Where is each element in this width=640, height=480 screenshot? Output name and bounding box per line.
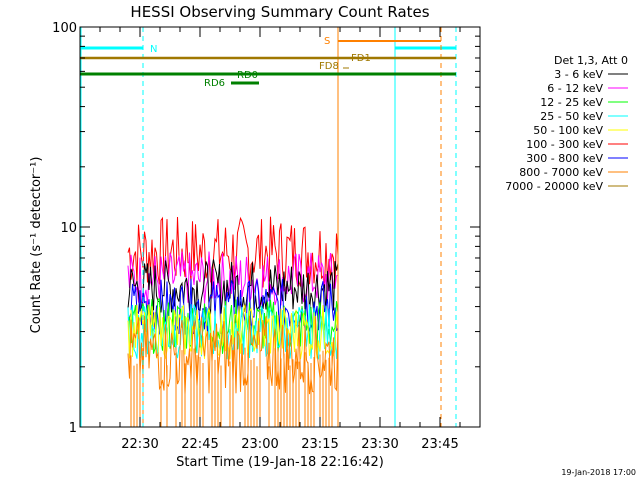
legend-title: Det 1,3, Att 0	[554, 54, 628, 67]
flag-label-s: S	[324, 36, 330, 47]
flag-label-rd6: RD6	[204, 78, 225, 89]
chart-title: HESSI Observing Summary Count Rates	[130, 3, 429, 21]
legend-entry: 100 - 300 keV	[526, 138, 603, 151]
flag-label-n: N	[150, 44, 157, 55]
series-line	[127, 251, 339, 307]
legend-entry: 300 - 800 keV	[526, 152, 603, 165]
x-tick-label: 23:15	[301, 437, 338, 452]
footer-timestamp: 19-Jan-2018 17:00	[561, 468, 636, 477]
series-line	[127, 216, 339, 288]
y-axis: 1 10 100	[52, 21, 480, 436]
legend-entry: 6 - 12 keV	[547, 82, 603, 95]
x-tick-label: 22:45	[181, 437, 218, 452]
y-tick-label: 100	[52, 21, 77, 36]
flag-label-fd1: FD1	[351, 53, 371, 64]
y-tick-label: 10	[60, 221, 77, 236]
series-line	[127, 259, 339, 316]
x-tick-label: 23:45	[421, 437, 458, 452]
legend-entry: 800 - 7000 keV	[519, 166, 603, 179]
y-axis-label: Count Rate (s⁻¹ detector⁻¹)	[29, 157, 44, 334]
flag-layer: N S FD1 FD8 RD0 RD6	[80, 27, 457, 427]
x-tick-label: 22:30	[121, 437, 158, 452]
data-layer	[127, 216, 339, 427]
legend-entry: 7000 - 20000 keV	[505, 180, 603, 193]
legend-entry: 25 - 50 keV	[540, 110, 603, 123]
x-axis: 22:30 22:45 23:00 23:15 23:30 23:45	[79, 27, 481, 452]
x-tick-label: 23:00	[241, 437, 278, 452]
legend-entry: 12 - 25 keV	[540, 96, 603, 109]
flag-label-fd8: FD8	[319, 61, 339, 72]
x-tick-label: 23:30	[361, 437, 398, 452]
legend-entry: 50 - 100 keV	[533, 124, 603, 137]
flag-label-rd0: RD0	[237, 70, 258, 81]
x-axis-label: Start Time (19-Jan-18 22:16:42)	[176, 455, 384, 470]
series-line	[127, 304, 339, 360]
y-tick-label: 1	[69, 421, 77, 436]
legend-entry: 3 - 6 keV	[554, 68, 603, 81]
